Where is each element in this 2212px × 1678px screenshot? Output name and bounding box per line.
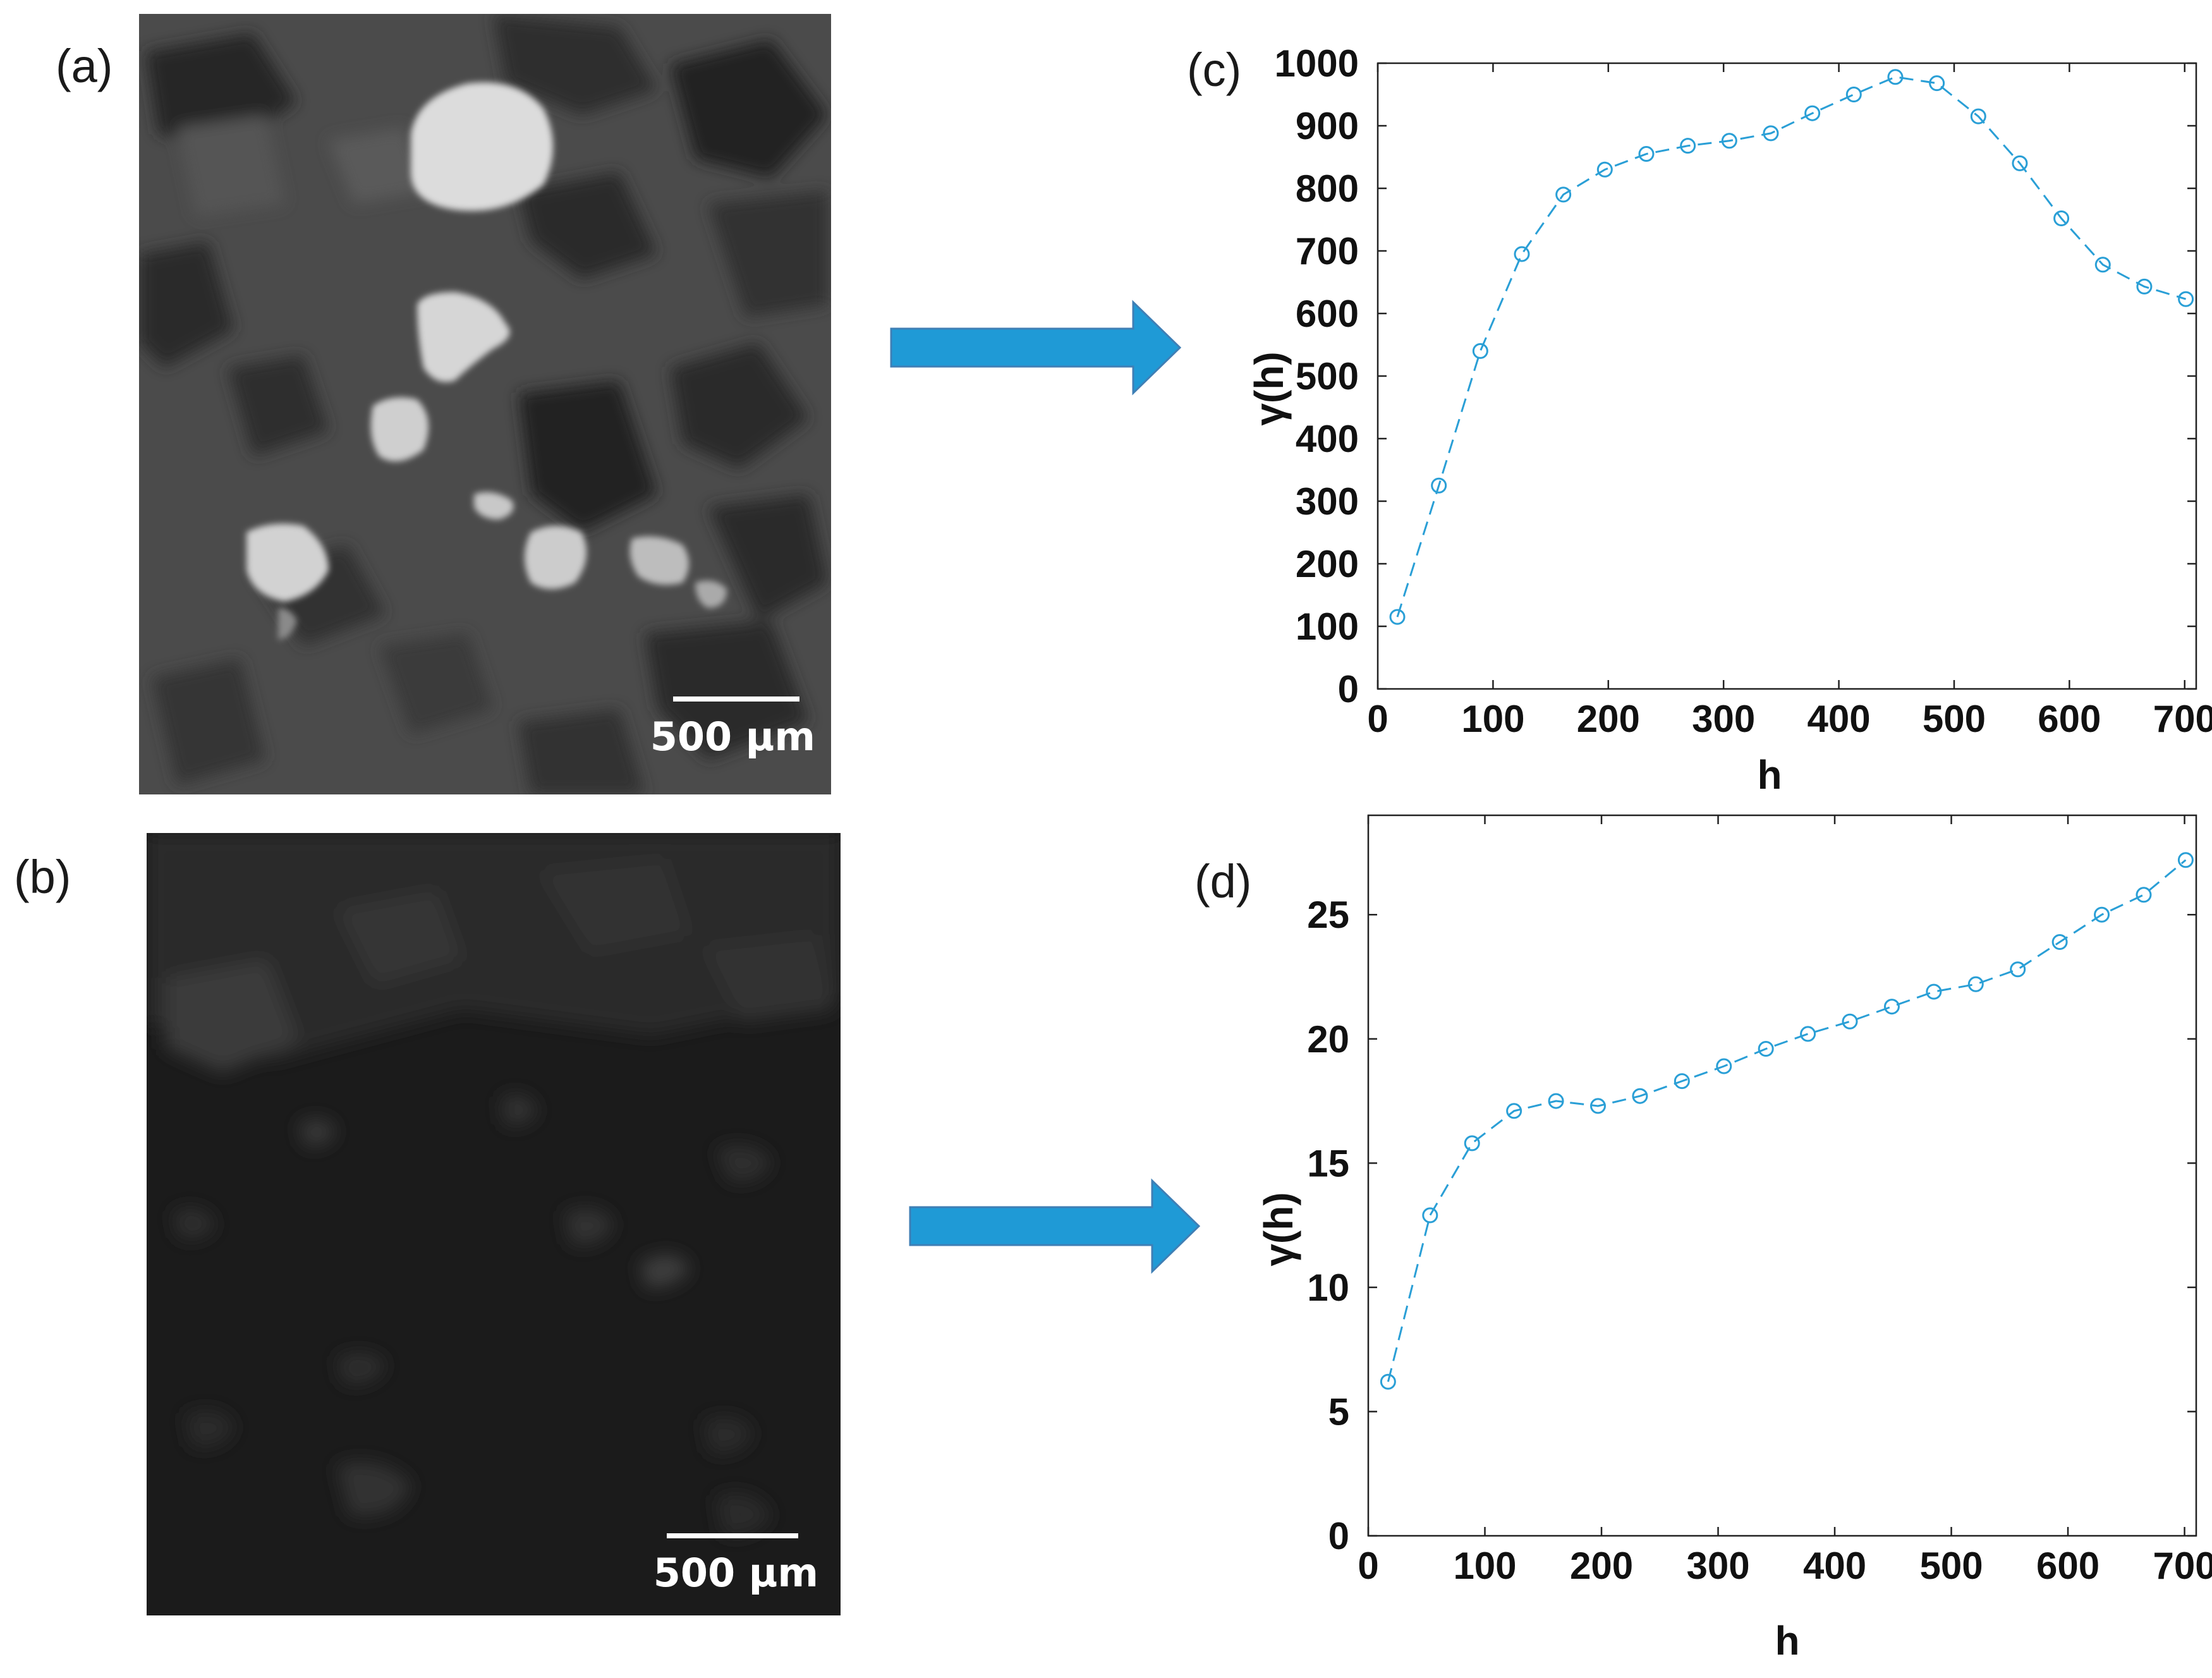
x-tick-label-d: 100: [1453, 1545, 1516, 1587]
data-point-d: [1422, 1207, 1438, 1224]
data-point-c: [1431, 477, 1447, 494]
data-point-d: [1716, 1058, 1732, 1074]
micrograph-a: 500 μm: [139, 14, 831, 794]
data-point-c: [1929, 75, 1945, 92]
x-tick-label-d: 300: [1686, 1545, 1749, 1587]
data-point-d: [1380, 1373, 1396, 1390]
panel-label-c: (c): [1187, 44, 1242, 96]
data-point-d: [1548, 1093, 1564, 1109]
panel-label-d: (d): [1194, 855, 1252, 908]
x-tick-label-c: 300: [1692, 698, 1755, 740]
x-tick-label-d: 0: [1358, 1545, 1378, 1587]
data-point-c: [1638, 146, 1655, 162]
data-point-d: [1632, 1088, 1648, 1104]
data-point-c: [1804, 105, 1821, 121]
data-point-d: [1506, 1103, 1522, 1119]
x-tick-label-c: 0: [1367, 698, 1388, 740]
data-point-d: [2136, 887, 2152, 903]
y-tick-label-c: 1000: [1275, 42, 1359, 85]
x-axis-title-d: h: [1775, 1618, 1799, 1663]
data-point-c: [2136, 278, 2153, 295]
y-tick-label-d: 5: [1328, 1390, 1349, 1433]
scalebar-label-a: 500 μm: [650, 714, 815, 760]
data-point-d: [1883, 999, 1900, 1015]
data-point-c: [1970, 108, 1986, 125]
data-point-d: [2010, 961, 2026, 978]
y-tick-label-d: 20: [1307, 1018, 1349, 1061]
plot-frame-d: [1367, 814, 2197, 1537]
data-point-c: [1555, 186, 1572, 203]
x-tick-label-d: 200: [1570, 1545, 1633, 1587]
panel-label-a: (a): [56, 40, 113, 92]
y-tick-label-c: 100: [1296, 605, 1359, 648]
x-tick-label-d: 500: [1919, 1545, 1983, 1587]
series-line-c: [1396, 76, 2187, 617]
scalebar-label-b: 500 μm: [653, 1550, 818, 1596]
x-tick-label-c: 400: [1808, 698, 1871, 740]
data-point-d: [1674, 1073, 1690, 1090]
data-point-d: [2051, 933, 2068, 950]
data-point-c: [1514, 246, 1530, 262]
y-tick-label-c: 700: [1296, 230, 1359, 272]
data-point-d: [1589, 1098, 1606, 1114]
x-tick-label-c: 200: [1577, 698, 1640, 740]
data-point-c: [1763, 125, 1779, 142]
y-tick-label-c: 600: [1296, 293, 1359, 335]
y-tick-label-d: 10: [1307, 1267, 1349, 1309]
y-tick-label-c: 500: [1296, 355, 1359, 398]
data-point-d: [2177, 852, 2194, 868]
x-tick-label-c: 100: [1461, 698, 1524, 740]
y-tick-label-c: 300: [1296, 480, 1359, 523]
data-point-c: [2012, 155, 2028, 171]
data-point-c: [2178, 291, 2194, 307]
y-tick-label-d: 0: [1328, 1515, 1349, 1557]
data-point-d: [1926, 983, 1942, 1000]
arrow-right-icon: [888, 297, 1185, 401]
data-point-d: [1464, 1135, 1480, 1152]
y-tick-label-c: 400: [1296, 418, 1359, 460]
series-line-d: [1387, 859, 2187, 1382]
x-tick-label-d: 400: [1803, 1545, 1866, 1587]
y-tick-label-c: 900: [1296, 105, 1359, 147]
data-point-d: [2094, 906, 2110, 923]
scalebar-a: [673, 696, 799, 702]
data-point-c: [2094, 257, 2111, 273]
scalebar-b: [667, 1533, 798, 1538]
y-axis-title-c: γ(h): [1246, 351, 1292, 425]
arrow-right-icon: [907, 1176, 1204, 1280]
data-point-c: [1721, 133, 1737, 149]
y-tick-label-c: 0: [1338, 668, 1359, 710]
x-tick-label-c: 600: [2038, 698, 2101, 740]
data-point-d: [1800, 1026, 1816, 1042]
y-tick-label-c: 200: [1296, 543, 1359, 585]
x-tick-label-c: 700: [2153, 698, 2212, 740]
data-point-c: [1887, 69, 1904, 85]
y-tick-label-d: 15: [1307, 1142, 1349, 1184]
panel-label-b: (b): [14, 851, 71, 903]
micrograph-b: 500 μm: [147, 833, 841, 1615]
data-point-c: [2053, 210, 2070, 227]
data-point-d: [1967, 976, 1984, 992]
x-tick-label-c: 500: [1923, 698, 1986, 740]
data-point-c: [1845, 87, 1862, 102]
data-point-c: [1596, 161, 1613, 178]
x-tick-label-d: 700: [2153, 1545, 2212, 1587]
data-point-c: [1680, 138, 1696, 154]
x-axis-title-c: h: [1757, 752, 1782, 798]
y-tick-label-d: 25: [1307, 894, 1349, 936]
data-point-d: [1758, 1041, 1774, 1057]
data-point-d: [1842, 1013, 1858, 1030]
data-point-c: [1389, 609, 1406, 625]
x-tick-label-d: 600: [2036, 1545, 2100, 1587]
data-point-c: [1472, 343, 1488, 359]
y-axis-title-d: γ(h): [1256, 1192, 1301, 1266]
y-tick-label-c: 800: [1296, 167, 1359, 210]
